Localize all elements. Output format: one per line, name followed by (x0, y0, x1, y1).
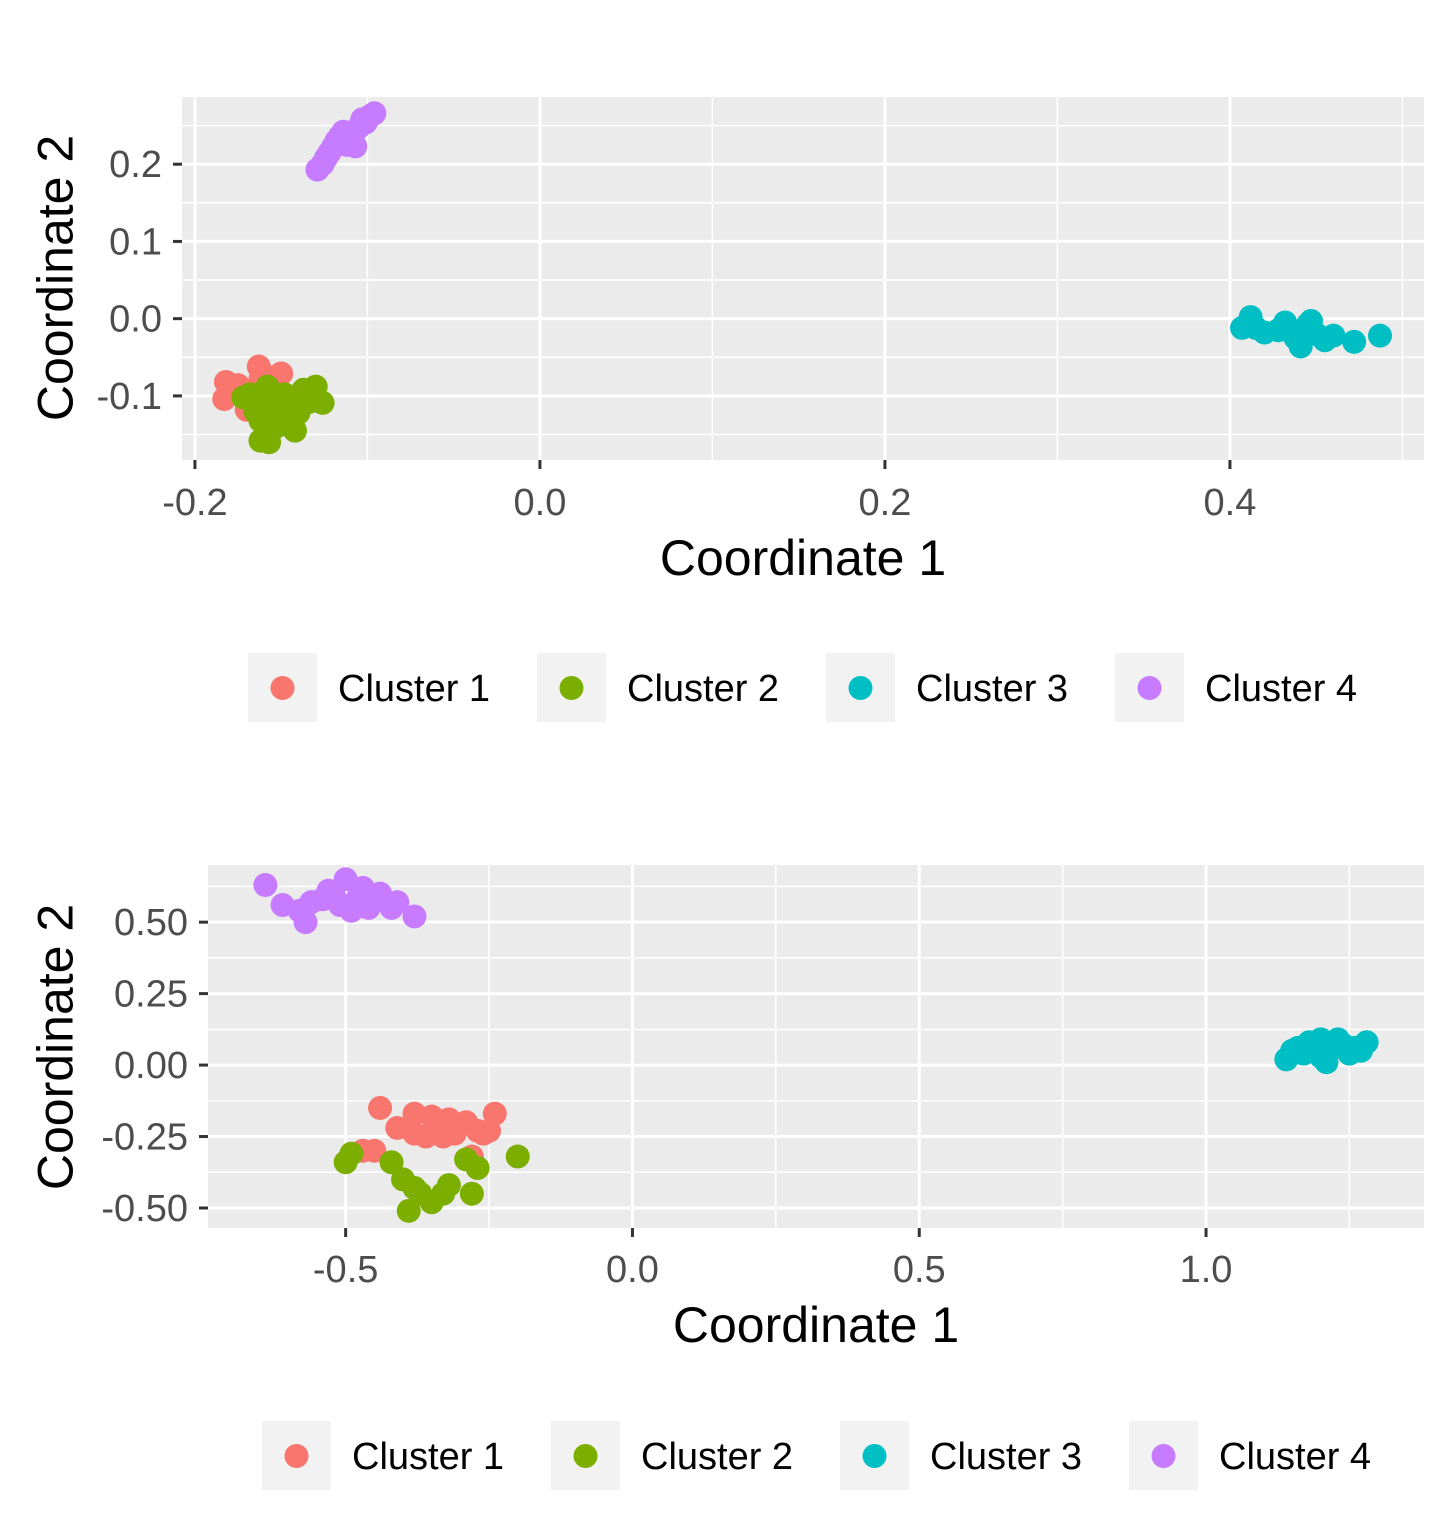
legend-item-cluster-3: Cluster 3 (826, 653, 1068, 722)
data-point (436, 1173, 461, 1198)
x-tick-label: 0.0 (514, 482, 567, 524)
plot-background (182, 97, 1424, 460)
legend-item-cluster-4: Cluster 4 (1129, 1421, 1371, 1490)
data-point (385, 890, 410, 915)
legend-item-cluster-3: Cluster 3 (840, 1421, 1082, 1490)
legend-label: Cluster 4 (1219, 1436, 1371, 1478)
series-cluster-2 (333, 1141, 530, 1223)
legend-item-cluster-2: Cluster 2 (537, 653, 779, 722)
data-point (368, 1095, 393, 1120)
data-point (465, 1155, 490, 1180)
legend-key-marker (848, 676, 873, 700)
chart-panel-2: -0.5 0.0 0.5 1.0 -0.50 -0.25 0.00 0.25 0.50 Coord… (28, 865, 1424, 1490)
data-point (482, 1101, 507, 1126)
legend: Cluster 1 Cluster 2 Cluster 3 Cluster 4 (248, 653, 1357, 722)
legend-key-marker (862, 1444, 887, 1468)
series-cluster-4 (253, 867, 427, 935)
legend-label: Cluster 2 (627, 668, 779, 710)
series-cluster-3 (1230, 305, 1393, 359)
x-axis-title: Coordinate 1 (660, 530, 946, 586)
y-tick-label: 0.00 (114, 1045, 188, 1087)
data-point (402, 904, 427, 929)
legend-key-marker (573, 1444, 598, 1468)
data-point (396, 1198, 421, 1223)
chart-panel-1: -0.2 0.0 0.2 0.4 -0.1 0.0 0.1 0.2 Coordinate 1 Co… (28, 97, 1424, 722)
data-point (459, 1181, 484, 1206)
x-tick-label: 0.5 (893, 1249, 946, 1291)
x-tick-label: -0.5 (313, 1249, 378, 1291)
x-axis-title: Coordinate 1 (673, 1297, 959, 1353)
data-point (282, 418, 307, 443)
y-tick-label: 0.0 (109, 299, 162, 341)
legend-key-marker (284, 1444, 309, 1468)
y-tick-label: 0.25 (114, 974, 188, 1016)
legend-key-marker (270, 676, 295, 700)
x-tick-label: 0.2 (859, 482, 912, 524)
legend-key-marker (1137, 676, 1162, 700)
data-point (1321, 323, 1346, 348)
y-tick-label: 0.2 (109, 144, 162, 186)
data-point (343, 134, 368, 159)
data-point (379, 1150, 404, 1175)
y-tick-label: -0.25 (101, 1117, 188, 1159)
y-tick-label: 0.50 (114, 902, 188, 944)
legend-item-cluster-1: Cluster 1 (248, 653, 490, 722)
legend-label: Cluster 3 (930, 1436, 1082, 1478)
y-tick-label: 0.1 (109, 221, 162, 263)
data-point (505, 1144, 530, 1169)
data-point (362, 101, 387, 126)
legend-label: Cluster 3 (916, 668, 1068, 710)
legend: Cluster 1 Cluster 2 Cluster 3 Cluster 4 (262, 1421, 1371, 1490)
data-point (293, 910, 318, 935)
legend-label: Cluster 4 (1205, 668, 1357, 710)
data-point (246, 354, 271, 379)
x-tick-label: 0.4 (1204, 482, 1257, 524)
y-tick-label: -0.1 (97, 376, 162, 418)
data-point (1342, 329, 1367, 354)
data-point (339, 1141, 364, 1166)
series-cluster-4 (305, 101, 387, 182)
data-point (1354, 1030, 1379, 1055)
x-tick-label: 1.0 (1180, 1249, 1233, 1291)
x-tick-label: 0.0 (606, 1249, 659, 1291)
data-point (248, 428, 273, 453)
y-tick-label: -0.50 (101, 1188, 188, 1230)
legend-label: Cluster 2 (641, 1436, 793, 1478)
legend-item-cluster-1: Cluster 1 (262, 1421, 504, 1490)
legend-key-marker (1151, 1444, 1176, 1468)
data-point (362, 1138, 387, 1163)
series-cluster-3 (1274, 1027, 1379, 1075)
data-point (1368, 323, 1393, 348)
data-point (253, 873, 278, 898)
data-point (310, 390, 335, 415)
series-cluster-1 (350, 1095, 507, 1169)
legend-label: Cluster 1 (338, 668, 490, 710)
legend-key-marker (559, 676, 584, 700)
legend-item-cluster-4: Cluster 4 (1115, 653, 1357, 722)
y-axis-title: Coordinate 2 (28, 135, 84, 421)
y-axis-title: Coordinate 2 (28, 904, 84, 1190)
series-cluster-2 (231, 374, 335, 455)
x-tick-label: -0.2 (162, 482, 227, 524)
legend-label: Cluster 1 (352, 1436, 504, 1478)
legend-item-cluster-2: Cluster 2 (551, 1421, 793, 1490)
